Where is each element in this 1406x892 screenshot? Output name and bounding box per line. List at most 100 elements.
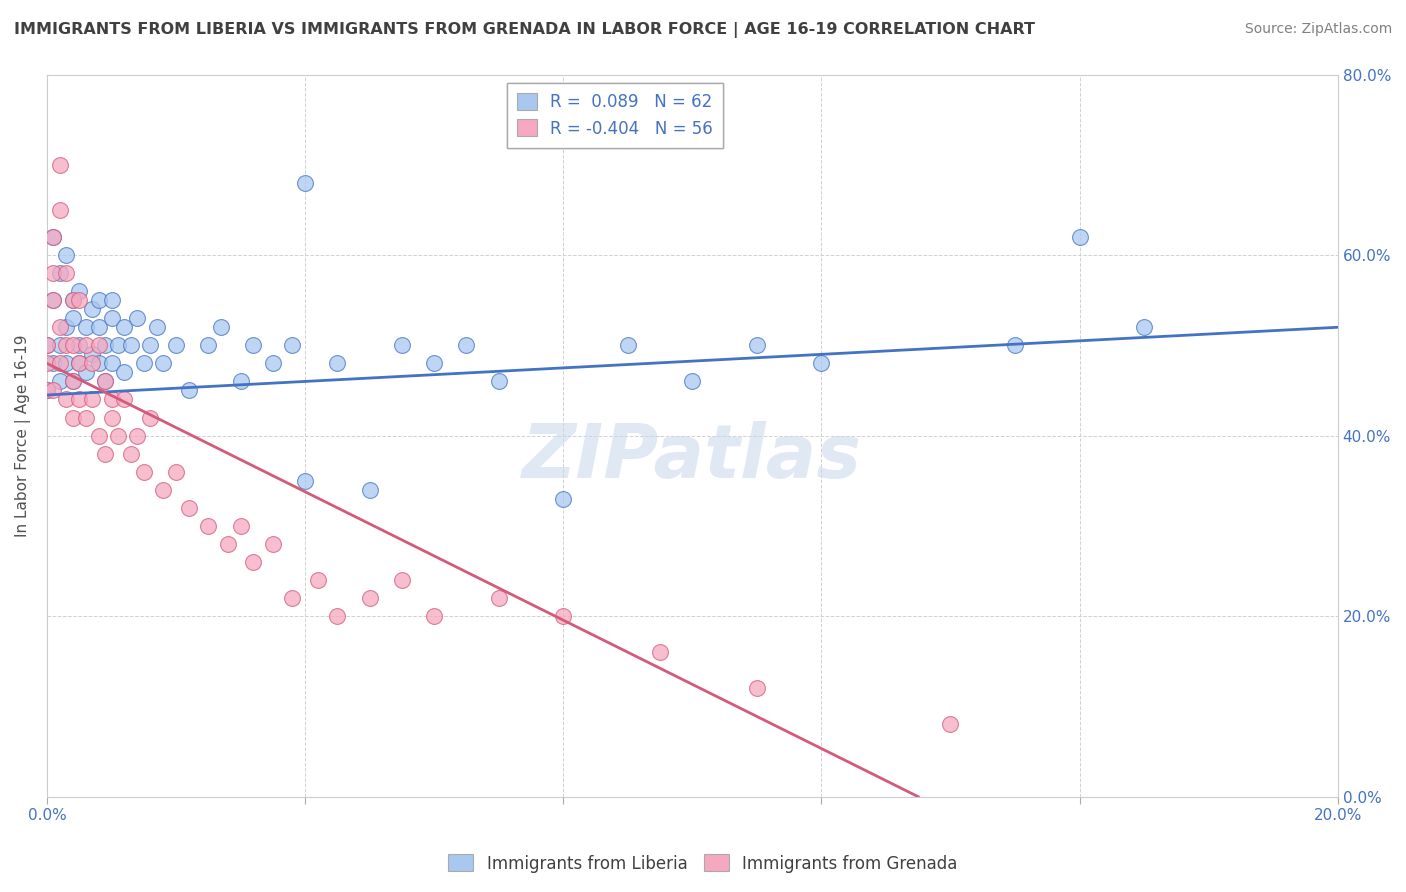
Point [75, 410, 97, 425]
Point [94, 338, 117, 352]
Point [87, 338, 110, 352]
Point [1069, 230, 1091, 244]
Point [745, 338, 768, 352]
Point [294, 176, 316, 190]
Point [62, 375, 84, 389]
Point [62, 375, 84, 389]
Point [42, 293, 65, 308]
Point [49, 320, 72, 334]
Point [67, 356, 90, 370]
Text: IMMIGRANTS FROM LIBERIA VS IMMIGRANTS FROM GRENADA IN LABOR FORCE | AGE 16-19 CO: IMMIGRANTS FROM LIBERIA VS IMMIGRANTS FR… [14, 22, 1035, 38]
Point [75, 338, 97, 352]
Point [87, 356, 110, 370]
Point [35, 338, 58, 352]
Y-axis label: In Labor Force | Age 16-19: In Labor Force | Age 16-19 [15, 334, 31, 537]
Point [82, 347, 104, 361]
Point [197, 519, 219, 533]
Point [62, 338, 84, 352]
Point [100, 356, 122, 370]
Point [100, 311, 122, 326]
Point [553, 609, 575, 624]
Point [94, 447, 117, 461]
Point [127, 311, 149, 326]
Point [939, 717, 962, 731]
Point [67, 284, 90, 298]
Point [62, 311, 84, 326]
Point [262, 356, 284, 370]
Point [42, 293, 65, 308]
Point [359, 483, 381, 497]
Point [94, 375, 117, 389]
Point [423, 609, 446, 624]
Point [488, 375, 510, 389]
Point [1133, 320, 1156, 334]
Point [165, 338, 187, 352]
Point [49, 202, 72, 217]
Point [217, 537, 239, 551]
Point [262, 537, 284, 551]
Point [423, 356, 446, 370]
Point [127, 428, 149, 442]
Point [294, 474, 316, 488]
Point [120, 447, 142, 461]
Point [42, 266, 65, 280]
Point [177, 384, 200, 398]
Point [87, 293, 110, 308]
Point [75, 365, 97, 379]
Point [49, 356, 72, 370]
Point [488, 591, 510, 605]
Point [326, 609, 349, 624]
Point [87, 320, 110, 334]
Point [82, 392, 104, 407]
Point [209, 320, 232, 334]
Point [229, 519, 252, 533]
Point [112, 365, 135, 379]
Point [55, 248, 77, 262]
Point [42, 230, 65, 244]
Point [55, 338, 77, 352]
Point [281, 338, 304, 352]
Point [648, 645, 671, 659]
Point [94, 375, 117, 389]
Point [197, 338, 219, 352]
Point [42, 356, 65, 370]
Point [67, 293, 90, 308]
Point [681, 375, 703, 389]
Point [281, 591, 304, 605]
Point [62, 293, 84, 308]
Point [132, 356, 155, 370]
Point [112, 320, 135, 334]
Point [55, 320, 77, 334]
Legend: Immigrants from Liberia, Immigrants from Grenada: Immigrants from Liberia, Immigrants from… [441, 847, 965, 880]
Point [55, 356, 77, 370]
Point [67, 356, 90, 370]
Point [307, 573, 329, 587]
Point [35, 356, 58, 370]
Point [49, 375, 72, 389]
Point [55, 266, 77, 280]
Point [391, 338, 413, 352]
Point [62, 410, 84, 425]
Point [100, 392, 122, 407]
Point [35, 384, 58, 398]
Point [120, 338, 142, 352]
Point [242, 555, 264, 569]
Point [87, 428, 110, 442]
Point [49, 158, 72, 172]
Point [67, 338, 90, 352]
Point [177, 500, 200, 515]
Point [55, 392, 77, 407]
Point [42, 384, 65, 398]
Point [35, 338, 58, 352]
Point [82, 356, 104, 370]
Point [553, 491, 575, 506]
Point [100, 293, 122, 308]
Point [107, 428, 129, 442]
Point [165, 465, 187, 479]
Point [326, 356, 349, 370]
Point [152, 356, 174, 370]
Point [112, 392, 135, 407]
Point [745, 681, 768, 696]
Point [145, 320, 167, 334]
Point [242, 338, 264, 352]
